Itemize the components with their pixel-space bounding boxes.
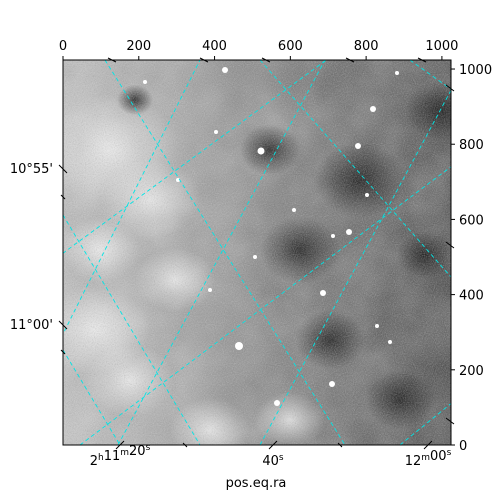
- star-19: [143, 80, 147, 84]
- y-tick-label-2: 400: [459, 289, 484, 304]
- grid-line-3: [63, 60, 201, 336]
- x-tick-label-5: 1000: [425, 39, 458, 54]
- star-8: [375, 324, 379, 328]
- x-tick-label-1: 200: [126, 39, 151, 54]
- grid-edge-tick-2: [261, 57, 271, 63]
- grid-edge-tick-1: [199, 57, 209, 63]
- x-tick-label-2: 400: [202, 39, 227, 54]
- grid-line-8: [409, 60, 451, 90]
- grid-edge-tick-4: [417, 57, 427, 63]
- ra-tick-0: [115, 440, 125, 450]
- y-tick-label-3: 600: [459, 213, 484, 228]
- star-2: [355, 143, 361, 149]
- x-tick-label-3: 600: [278, 39, 303, 54]
- grid-edge-tick-5: [60, 194, 66, 200]
- x-tick-label-0: 0: [59, 39, 67, 54]
- grid-edge-tick-10: [445, 241, 455, 249]
- ra-tick-2: [423, 440, 433, 450]
- ra-tick-1: [268, 440, 278, 450]
- y-tick-label-4: 800: [459, 138, 484, 153]
- star-4: [346, 229, 352, 235]
- ra-tick-label-1: 40s: [262, 453, 284, 469]
- star-6: [320, 290, 326, 296]
- grid-line-4: [63, 60, 328, 254]
- grid-edge-tick-7: [182, 442, 188, 448]
- star-15: [253, 255, 257, 259]
- grid-edge-tick-3: [345, 57, 355, 63]
- grid-line-1: [259, 89, 451, 445]
- grid-edge-tick-9: [445, 84, 455, 92]
- star-11: [274, 400, 280, 406]
- star-12: [292, 208, 296, 212]
- star-9: [388, 340, 392, 344]
- coordinate-grid: [63, 60, 451, 445]
- ra-axis-label: pos.eq.ra: [226, 476, 287, 491]
- dec-axis: 10°55' 11°00': [10, 57, 455, 448]
- grid-line-0: [117, 60, 326, 445]
- grid-line-5: [79, 166, 451, 445]
- pixel-y-axis: 0 200 400 600 800 1000: [451, 63, 492, 454]
- star-0: [222, 67, 228, 73]
- dec-tick-label-1: 11°00': [10, 318, 53, 333]
- pixel-x-axis: 0 200 400 600 800 1000: [59, 39, 458, 60]
- star-18: [395, 71, 399, 75]
- star-10: [329, 381, 335, 387]
- plot-frame: [62, 59, 452, 446]
- star-3: [257, 147, 265, 155]
- grid-edge-tick-11: [445, 417, 455, 425]
- grain-texture: [63, 60, 451, 445]
- star-13: [214, 130, 218, 134]
- star-7: [235, 342, 243, 350]
- y-tick-label-5: 1000: [459, 63, 492, 78]
- grid-edge-tick-8: [337, 442, 343, 448]
- ra-tick-label-0: 2h11m20s: [90, 443, 151, 469]
- y-tick-label-0: 0: [459, 439, 467, 454]
- sky-image: [63, 60, 451, 445]
- star-16: [365, 193, 369, 197]
- grid-line-9: [63, 214, 201, 445]
- star-14: [208, 288, 212, 292]
- grid-edge-tick-6: [60, 349, 66, 355]
- dec-tick-0: [58, 164, 68, 174]
- grid-line-10: [63, 349, 121, 445]
- star-1: [370, 106, 376, 112]
- star-5: [331, 234, 335, 238]
- dec-tick-1: [58, 320, 68, 330]
- grid-line-2: [399, 402, 451, 445]
- ra-axis: 2h11m20s 40s 12m00s: [90, 440, 452, 469]
- dec-tick-label-0: 10°55': [10, 162, 53, 177]
- ra-tick-label-2: 12m00s: [405, 448, 452, 469]
- stars: [143, 67, 399, 406]
- y-tick-label-1: 200: [459, 364, 484, 379]
- x-tick-label-4: 800: [354, 39, 379, 54]
- grid-edge-tick-0: [107, 57, 117, 63]
- grid-line-6: [104, 60, 346, 445]
